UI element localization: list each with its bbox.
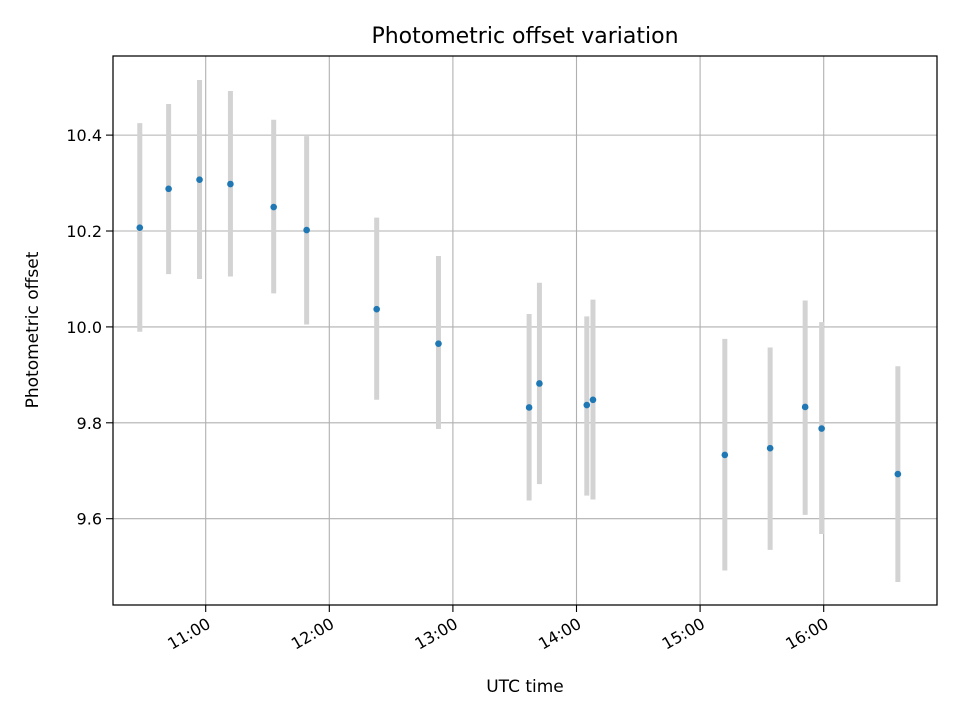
data-point [227, 180, 234, 188]
data-point [435, 340, 442, 347]
data-point [303, 226, 310, 234]
y-tick-label: 9.6 [77, 510, 102, 529]
data-points [136, 176, 902, 478]
plot-area-frame [112, 55, 938, 606]
data-point [373, 305, 380, 313]
chart-title: Photometric offset variation [371, 24, 678, 49]
data-point [583, 401, 591, 409]
data-point [525, 404, 533, 411]
data-point [136, 224, 144, 231]
data-point [766, 444, 774, 452]
data-point [196, 176, 203, 184]
y-axis-label: Photometric offset [23, 251, 43, 408]
y-tick-label: 10.2 [66, 222, 102, 241]
data-point [165, 185, 172, 193]
data-point [818, 425, 825, 432]
data-point [894, 470, 902, 478]
data-point [589, 396, 597, 404]
data-point [721, 451, 729, 459]
y-axis: 9.6 9.8 10.0 10.2 10.4 [66, 126, 113, 529]
data-point [801, 403, 809, 411]
x-axis-label: UTC time [486, 677, 564, 697]
y-tick-label: 9.8 [77, 414, 102, 433]
y-tick-label: 10.4 [66, 126, 102, 145]
y-tick-label: 10.0 [66, 318, 102, 337]
data-point [536, 380, 543, 387]
data-point [270, 203, 277, 211]
